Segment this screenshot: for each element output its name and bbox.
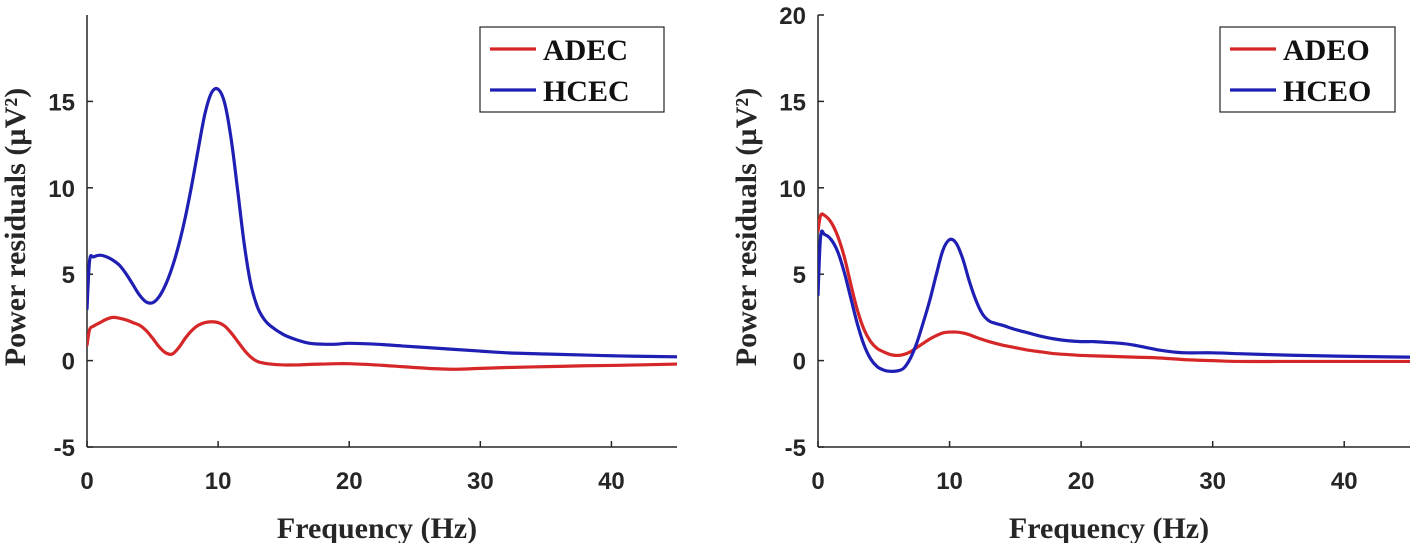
y-tick-label: -5 — [785, 435, 806, 462]
series-line-adec — [87, 315, 677, 371]
legend: ADEO HCEO — [1219, 26, 1396, 113]
x-tick-label: 10 — [205, 468, 232, 495]
legend-box — [479, 26, 665, 113]
y-tick-label: 15 — [48, 89, 75, 116]
legend-label: HCEO — [1283, 75, 1371, 108]
y-tick-label: 20 — [779, 3, 806, 30]
legend-label: HCEC — [543, 75, 630, 108]
series-line-hceo — [818, 229, 1410, 373]
y-tick-label: 10 — [48, 176, 75, 203]
x-tick-label: 40 — [1331, 468, 1358, 495]
y-axis-title: Power residuals (µV²) — [730, 88, 763, 366]
y-axis-title: Power residuals (µV²) — [0, 88, 32, 366]
x-tick-label: 20 — [336, 468, 363, 495]
legend-label: ADEO — [1283, 34, 1370, 67]
x-tick-label: 30 — [1199, 468, 1226, 495]
legend: ADEC HCEC — [479, 26, 665, 113]
y-tick-label: 5 — [793, 262, 806, 289]
series-line-adeo — [818, 212, 1410, 364]
y-tick-label: 15 — [779, 89, 806, 116]
x-tick-label: 20 — [1068, 468, 1095, 495]
legend-label: ADEC — [543, 34, 628, 67]
x-axis-title: Frequency (Hz) — [1009, 512, 1209, 543]
y-tick-label: 10 — [779, 176, 806, 203]
legend-box — [1219, 26, 1396, 113]
y-tick-label: -5 — [54, 435, 75, 462]
x-tick-label: 40 — [598, 468, 625, 495]
x-tick-label: 30 — [467, 468, 494, 495]
x-tick-label: 0 — [811, 468, 824, 495]
y-tick-label: 5 — [62, 262, 75, 289]
x-tick-label: 0 — [80, 468, 93, 495]
series-line-hcec — [87, 86, 677, 359]
y-tick-label: 0 — [62, 349, 75, 376]
x-axis-title: Frequency (Hz) — [277, 512, 477, 543]
x-tick-label: 10 — [936, 468, 963, 495]
y-tick-label: 0 — [793, 349, 806, 376]
